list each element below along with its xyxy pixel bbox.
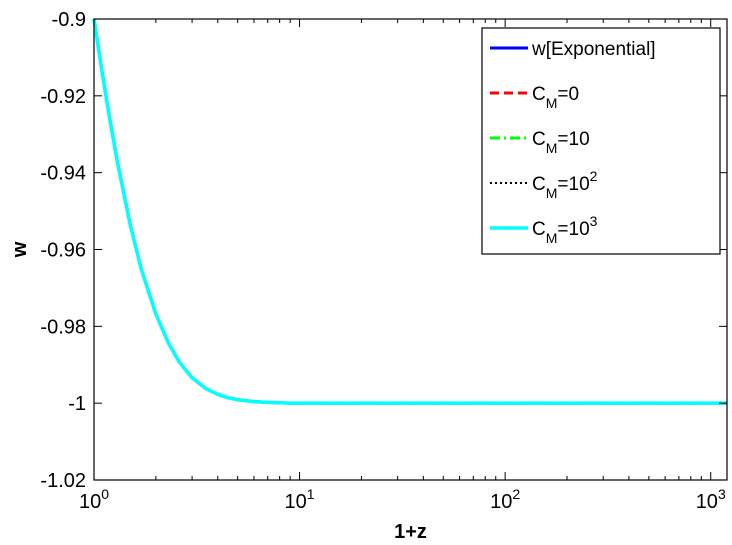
y-tick-label: -1 [68, 393, 86, 415]
y-tick-label: -0.9 [52, 9, 86, 31]
legend-label-2: CM=10 [532, 129, 590, 156]
legend-text-post: =0 [557, 84, 579, 105]
legend-label-1: CM=0 [532, 84, 579, 111]
y-tick-label: -0.94 [40, 163, 86, 185]
legend-text: C [532, 219, 546, 240]
legend-text: C [532, 174, 546, 195]
legend-text-post: =10 [557, 129, 589, 150]
legend-superscript: 3 [590, 213, 598, 229]
x-axis: 100 101 102 103 [79, 19, 726, 513]
legend-text: C [532, 84, 546, 105]
y-tick-label: -0.92 [40, 86, 86, 108]
x-tick-base: 10 [696, 491, 718, 513]
x-tick-label: 102 [490, 486, 520, 513]
x-tick-base: 10 [79, 491, 101, 513]
x-tick-exponent: 3 [718, 486, 726, 502]
x-tick-exponent: 1 [307, 486, 315, 502]
legend-subscript: M [546, 185, 558, 201]
x-tick-exponent: 2 [512, 486, 520, 502]
legend-box [481, 27, 721, 255]
plot-lines [92, 18, 727, 405]
legend-text-post: =10 [557, 219, 589, 240]
y-tick-label: -0.98 [40, 316, 86, 338]
series-line-4 [92, 18, 727, 405]
x-tick-base: 10 [490, 491, 512, 513]
legend-text: C [532, 129, 546, 150]
legend-text-post: =10 [557, 174, 589, 195]
x-tick-label: 100 [79, 486, 109, 513]
x-tick-label: 103 [696, 486, 726, 513]
x-axis-label: 1+z [394, 521, 427, 543]
legend-subscript: M [546, 95, 558, 111]
y-axis: -0.9 -0.92 -0.94 -0.96 -0.98 -1 -1.02 [40, 9, 727, 492]
legend-subscript: M [546, 140, 558, 156]
x-tick-label: 101 [285, 486, 315, 513]
x-tick-base: 10 [285, 491, 307, 513]
legend-label-4: CM=103 [532, 213, 598, 246]
legend-superscript: 2 [590, 168, 598, 184]
legend-subscript: M [546, 230, 558, 246]
y-tick-label: -1.02 [40, 470, 86, 492]
legend-label-3: CM=102 [532, 168, 598, 201]
y-axis-label: w [9, 241, 31, 258]
y-tick-label: -0.96 [40, 240, 86, 262]
legend-label-0: w[Exponential] [531, 39, 656, 60]
x-tick-exponent: 0 [101, 486, 109, 502]
legend-text: w[Exponential] [531, 39, 656, 60]
